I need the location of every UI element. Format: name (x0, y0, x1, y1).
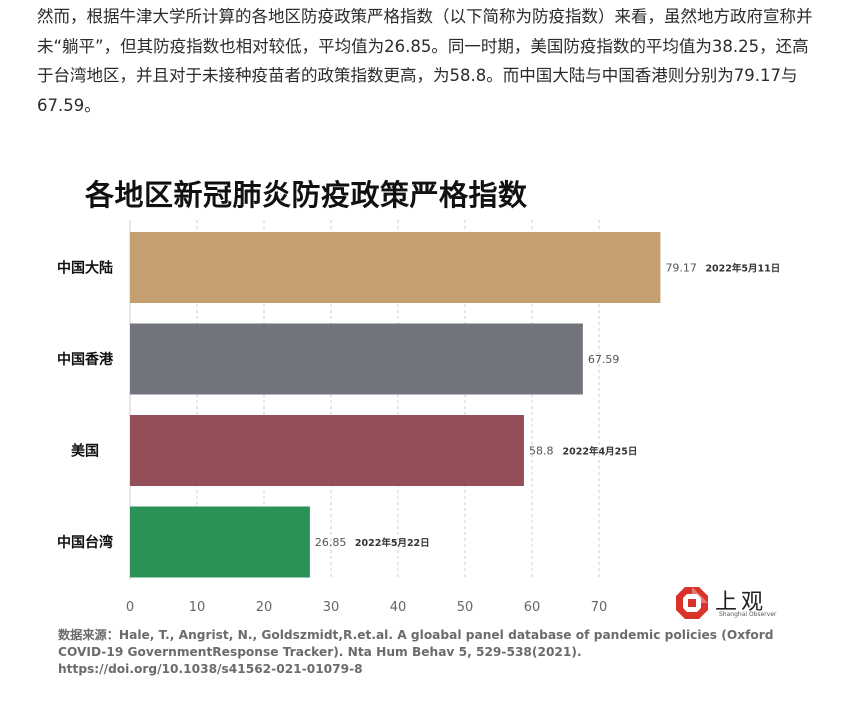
value-label: 79.17 (665, 262, 697, 275)
bars (130, 232, 661, 578)
bar (130, 232, 661, 303)
x-tick-label: 0 (126, 600, 134, 615)
x-tick-label: 50 (457, 600, 474, 615)
x-tick-label: 60 (524, 600, 541, 615)
date-label: 2022年5月11日 (705, 263, 780, 275)
source-note: 数据来源：Hale, T., Angrist, N., Goldszmidt,R… (58, 628, 774, 676)
category-label: 中国大陆 (57, 260, 113, 277)
bar (130, 506, 310, 578)
bar (130, 323, 583, 395)
category-label: 中国台湾 (57, 534, 113, 551)
x-tick-label: 30 (323, 600, 340, 615)
article-paragraph: 然而，根据牛津大学所计算的各地区防疫政策严格指数（以下简称为防疫指数）来看，虽然… (37, 7, 813, 115)
logo-text: 上观 (715, 590, 768, 615)
logo-subtext: Shanghai Observer (719, 611, 777, 618)
shanghai-observer-logo: 上观 Shanghai Observer (675, 584, 785, 624)
x-axis-ticks: 0 10 20 30 40 50 60 70 (126, 600, 607, 615)
x-tick-label: 40 (390, 600, 407, 615)
value-label: 58.8 (529, 445, 554, 458)
value-label: 67.59 (588, 353, 620, 366)
x-tick-label: 10 (189, 600, 206, 615)
value-label: 26.85 (315, 536, 347, 549)
date-label: 2022年5月22日 (355, 537, 430, 549)
x-tick-label: 70 (591, 600, 608, 615)
date-label: 2022年4月25日 (563, 446, 638, 458)
bar (130, 415, 524, 486)
category-label: 美国 (71, 443, 99, 460)
logo-icon (676, 587, 708, 619)
x-tick-label: 20 (256, 600, 273, 615)
chart-title: 各地区新冠肺炎防疫政策严格指数 (85, 178, 528, 212)
category-label: 中国香港 (57, 351, 114, 368)
